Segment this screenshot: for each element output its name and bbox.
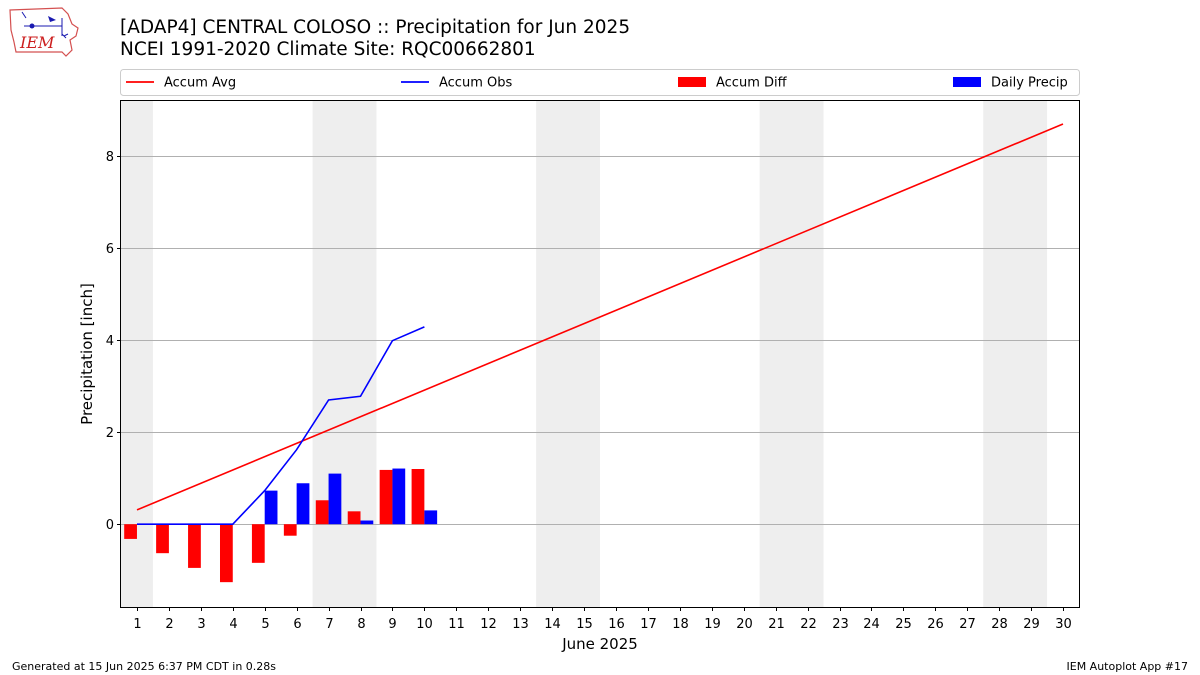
x-tick-label: 30 bbox=[1055, 617, 1072, 632]
x-tick-label: 24 bbox=[863, 617, 880, 632]
daily-precip-bar bbox=[264, 490, 278, 525]
x-tick-label: 29 bbox=[1023, 617, 1040, 632]
legend-frame bbox=[120, 69, 1080, 96]
x-tick-label: 2 bbox=[165, 617, 173, 632]
accum-diff-bar bbox=[411, 469, 425, 525]
x-tick-label: 23 bbox=[832, 617, 849, 632]
x-tick-label: 5 bbox=[261, 617, 269, 632]
y-tick-label: 0 bbox=[106, 518, 114, 533]
weekend-band bbox=[312, 101, 377, 607]
x-tick-label: 10 bbox=[416, 617, 433, 632]
x-tick-label: 18 bbox=[672, 617, 689, 632]
x-tick-label: 13 bbox=[512, 617, 529, 632]
x-tick-label: 11 bbox=[448, 617, 465, 632]
accum-diff-bar bbox=[124, 524, 137, 539]
legend-label-accum-avg: Accum Avg bbox=[164, 76, 236, 91]
accum-diff-bar bbox=[379, 469, 393, 525]
x-axis: 1 2 3 4 5 6 7 8 9 10 11 12 13 14 15 16 17 18 19 20 21 22 23 24 2… bbox=[133, 607, 1072, 632]
x-tick-label: 1 bbox=[133, 617, 141, 632]
weekend-band bbox=[536, 101, 600, 607]
x-tick-label: 17 bbox=[640, 617, 657, 632]
legend-label-accum-obs: Accum Obs bbox=[439, 76, 512, 91]
x-tick-label: 20 bbox=[736, 617, 753, 632]
accum-obs-line bbox=[137, 326, 425, 526]
x-tick-label: 27 bbox=[959, 617, 976, 632]
generated-timestamp: Generated at 15 Jun 2025 6:37 PM CDT in … bbox=[12, 660, 277, 673]
x-tick-label: 26 bbox=[927, 617, 944, 632]
x-tick-label: 14 bbox=[544, 617, 561, 632]
plot-area bbox=[120, 100, 1080, 608]
app-credit: IEM Autoplot App #17 bbox=[1066, 660, 1189, 673]
legend-label-accum-diff: Accum Diff bbox=[716, 76, 788, 91]
weekend-band bbox=[121, 101, 153, 607]
x-axis-label: June 2025 bbox=[561, 635, 638, 653]
x-tick-label: 19 bbox=[704, 617, 721, 632]
x-tick-label: 7 bbox=[325, 617, 333, 632]
legend-swatch-accum-diff bbox=[678, 77, 706, 87]
daily-precip-bar bbox=[424, 510, 438, 525]
legend-label-daily-precip: Daily Precip bbox=[991, 76, 1068, 91]
x-tick-label: 25 bbox=[895, 617, 912, 632]
y-tick-label: 6 bbox=[106, 242, 114, 257]
weekend-band bbox=[983, 101, 1048, 607]
y-tick-label: 8 bbox=[106, 150, 114, 165]
x-tick-label: 6 bbox=[293, 617, 301, 632]
legend: Accum Avg Accum Obs Accum Diff Daily Precip bbox=[120, 69, 1080, 96]
x-tick-label: 28 bbox=[991, 617, 1008, 632]
y-axis-label: Precipitation [inch] bbox=[78, 283, 96, 425]
x-tick-label: 3 bbox=[197, 617, 205, 632]
legend-swatch-daily-precip bbox=[953, 77, 981, 87]
accum-diff-bar bbox=[251, 524, 265, 563]
accum-diff-bar bbox=[188, 524, 201, 568]
y-tick-label: 4 bbox=[106, 334, 114, 349]
accum-diff-bar bbox=[315, 500, 329, 525]
accum-diff-bar bbox=[219, 524, 233, 583]
x-tick-label: 8 bbox=[357, 617, 365, 632]
x-tick-label: 4 bbox=[229, 617, 237, 632]
logo-text: IEM bbox=[19, 33, 55, 52]
daily-precip-bar bbox=[328, 473, 342, 525]
x-tick-label: 12 bbox=[480, 617, 497, 632]
x-tick-label: 9 bbox=[388, 617, 396, 632]
x-tick-label: 16 bbox=[608, 617, 625, 632]
y-tick-label: 2 bbox=[106, 426, 114, 441]
iowa-outline-icon bbox=[9, 7, 79, 57]
chart-title: [ADAP4] CENTRAL COLOSO :: Precipitation … bbox=[120, 17, 631, 38]
x-tick-label: 21 bbox=[768, 617, 785, 632]
daily-precip-bar bbox=[360, 520, 374, 525]
accum-avg-line bbox=[136, 123, 1064, 511]
accum-diff-bar bbox=[283, 524, 297, 536]
x-tick-label: 15 bbox=[576, 617, 593, 632]
accum-diff-bar bbox=[156, 524, 169, 554]
accum-diff-bar bbox=[347, 511, 361, 525]
x-tick-label: 22 bbox=[800, 617, 817, 632]
y-axis: 0 2 4 6 8 bbox=[106, 150, 121, 533]
daily-precip-bar bbox=[392, 468, 406, 525]
chart-subtitle: NCEI 1991-2020 Climate Site: RQC00662801 bbox=[120, 39, 536, 60]
daily-precip-bar bbox=[296, 483, 310, 525]
iem-logo: IEM bbox=[9, 7, 79, 57]
plot-frame bbox=[120, 100, 1080, 608]
weekend-band bbox=[759, 101, 824, 607]
